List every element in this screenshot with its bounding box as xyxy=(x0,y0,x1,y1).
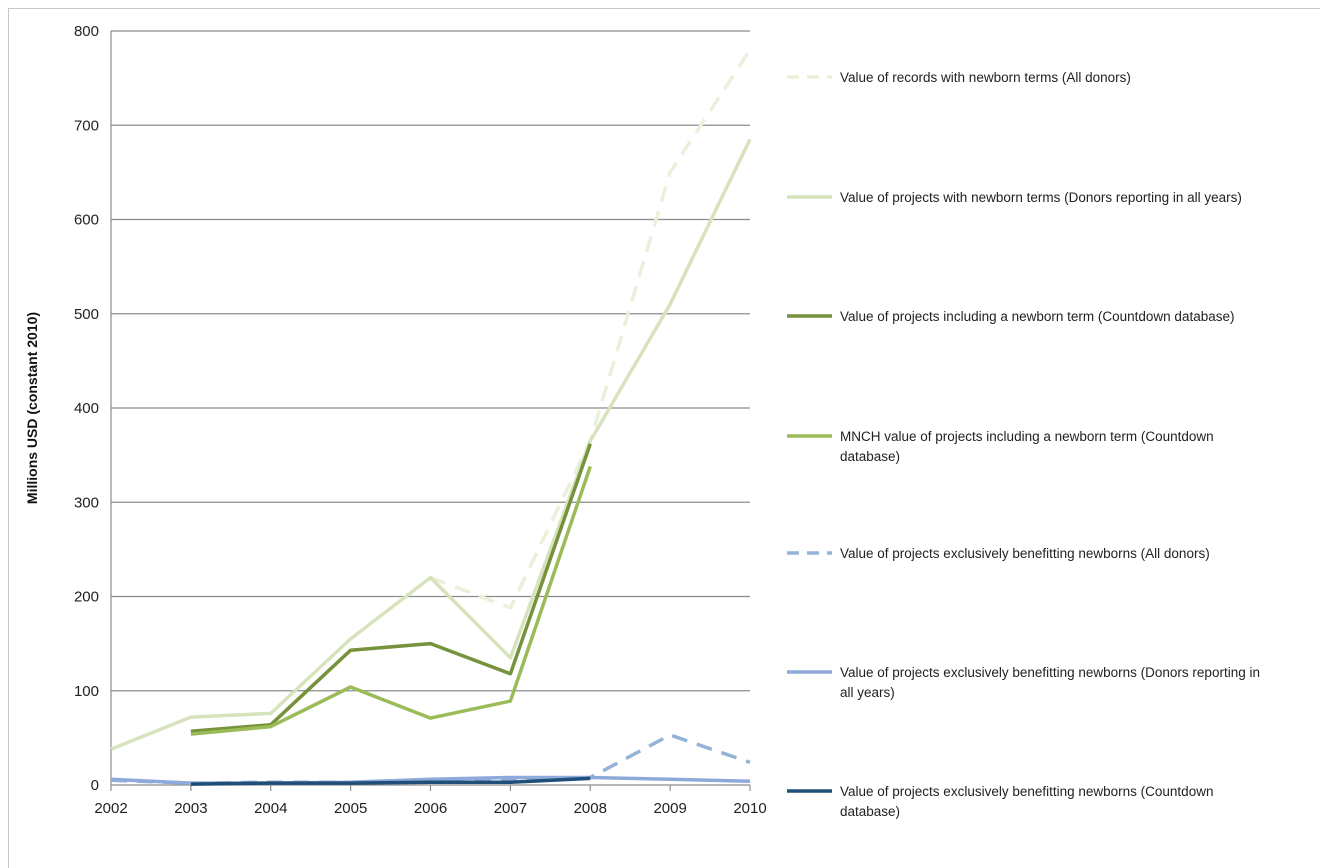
series-line-7 xyxy=(190,776,591,786)
series-line-2 xyxy=(110,138,752,751)
axes xyxy=(110,31,751,791)
y-tick-label: 200 xyxy=(74,589,99,606)
x-tick-label: 2010 xyxy=(733,800,766,817)
y-axis-label: Millions USD (constant 2010) xyxy=(24,312,40,504)
legend: Value of records with newborn terms (All… xyxy=(787,70,1260,819)
gridlines xyxy=(111,30,750,692)
series-lines xyxy=(110,48,752,786)
y-tick-label: 600 xyxy=(74,212,99,229)
x-tick-label: 2006 xyxy=(414,800,447,817)
legend-label: database) xyxy=(840,449,900,464)
y-tick-label: 100 xyxy=(74,683,99,700)
series-line-3 xyxy=(190,443,592,734)
y-tick-label: 800 xyxy=(74,23,99,40)
legend-label: all years) xyxy=(840,685,895,700)
y-tick-label: 500 xyxy=(74,306,99,323)
x-tick-label: 2003 xyxy=(174,800,207,817)
x-tick-label: 2004 xyxy=(254,800,287,817)
y-tick-label: 0 xyxy=(91,777,99,794)
y-tick-label: 400 xyxy=(74,400,99,417)
legend-label: Value of projects including a newborn te… xyxy=(840,309,1234,324)
x-tick-label: 2002 xyxy=(94,800,127,817)
legend-label: MNCH value of projects including a newbo… xyxy=(840,429,1214,444)
x-tick-label: 2009 xyxy=(653,800,686,817)
y-tick-label: 700 xyxy=(74,117,99,134)
legend-label: Value of projects with newborn terms (Do… xyxy=(840,190,1242,205)
x-tick-label: 2005 xyxy=(334,800,367,817)
series-line-4 xyxy=(190,465,592,736)
x-tick-label: 2008 xyxy=(574,800,607,817)
legend-label: Value of records with newborn terms (All… xyxy=(840,70,1131,85)
legend-label: Value of projects exclusively benefittin… xyxy=(840,784,1213,799)
y-tick-label: 300 xyxy=(74,494,99,511)
chart-frame xyxy=(8,8,1320,868)
legend-label: Value of projects exclusively benefittin… xyxy=(840,665,1260,680)
x-tick-labels: 2002 2003 2004 2005 2006 2007 2008 2009 2010 xyxy=(94,800,766,817)
y-tick-labels: 0 100 200 300 400 500 600 700 800 xyxy=(74,23,99,794)
series-line-1 xyxy=(429,48,752,610)
x-tick-label: 2007 xyxy=(494,800,527,817)
legend-label: Value of projects exclusively benefittin… xyxy=(840,546,1210,561)
legend-label: database) xyxy=(840,804,900,819)
series-line-5 xyxy=(110,733,751,785)
